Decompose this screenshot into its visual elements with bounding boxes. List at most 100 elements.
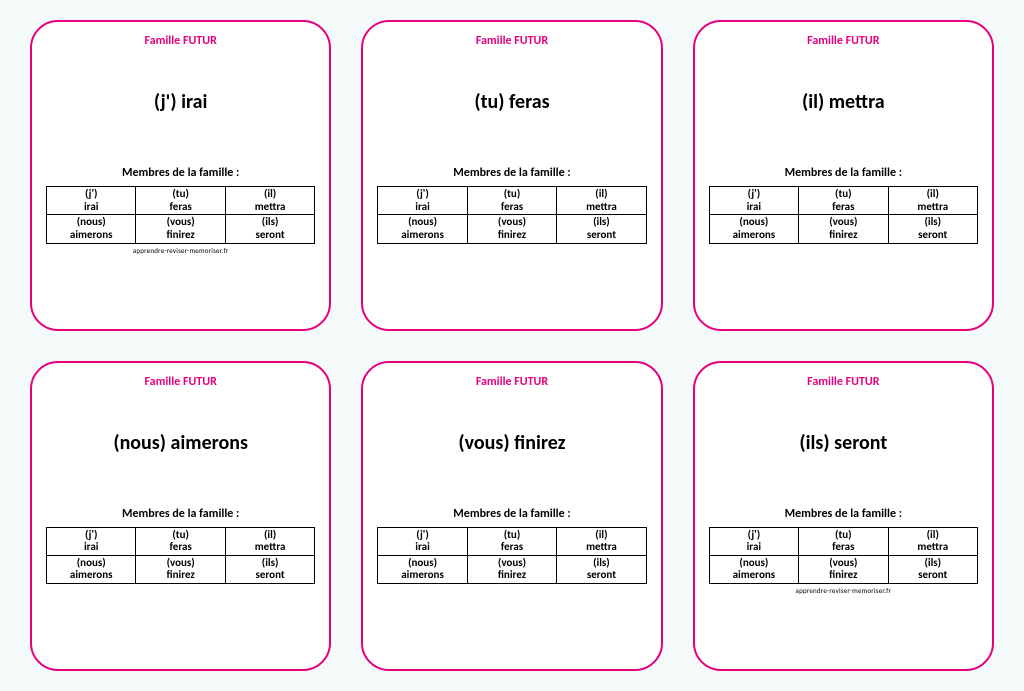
member-verb: aimerons [380,569,464,582]
members-label: Membres de la famille : [785,166,902,180]
card-grid: Famille FUTUR (j') irai Membres de la fami… [30,20,994,671]
member-verb: irai [380,201,464,214]
flash-card: Famille FUTUR(ils) serontMembres de la f… [693,361,994,672]
member-cell: (vous)finirez [467,555,556,583]
member-pronoun: (tu) [470,188,554,201]
member-verb: seront [559,229,643,242]
member-pronoun: (il) [228,188,312,201]
member-pronoun: (j') [49,188,133,201]
card-family-title: Famille FUTUR [144,375,216,389]
card-family-title: Famille FUTUR [807,375,879,389]
flash-card: Famille FUTUR(nous) aimeronsMembres de l… [30,361,331,672]
members-label: Membres de la famille : [453,166,570,180]
card-family-title: Famille FUTUR [476,34,548,48]
member-cell: (j')irai [378,527,467,555]
member-verb: feras [470,201,554,214]
member-verb: seront [559,569,643,582]
member-pronoun: (j') [380,188,464,201]
member-verb: mettra [228,201,312,214]
member-verb: irai [49,541,133,554]
member-verb: irai [49,201,133,214]
member-verb: seront [891,229,975,242]
member-cell: (ils)seront [225,555,314,583]
table-row: (nous)aimerons(vous)finirez(ils)seront [709,215,977,243]
members-table: (j')irai(tu)feras(il)mettra(nous)aimeron… [709,527,978,585]
card-main-word: (tu) feras [474,90,549,114]
member-cell: (il)mettra [225,187,314,215]
members-label: Membres de la famille : [122,507,239,521]
member-verb: mettra [559,201,643,214]
member-verb: mettra [228,541,312,554]
member-cell: (ils)seront [888,555,977,583]
member-cell: (tu)feras [467,187,556,215]
card-main-word: (il) mettra [802,90,885,114]
member-cell: (vous)finirez [136,555,225,583]
member-pronoun: (tu) [801,188,885,201]
member-cell: (vous)finirez [799,215,888,243]
member-verb: seront [228,229,312,242]
member-cell: (il)mettra [888,187,977,215]
member-verb: feras [138,541,222,554]
member-cell: (ils)seront [557,215,646,243]
members-label: Membres de la famille : [122,166,239,180]
table-row: (nous)aimerons(vous)finirez(ils)seront [47,215,315,243]
member-cell: (nous)aimerons [709,215,798,243]
table-row: (j')irai(tu)feras(il)mettra [47,187,315,215]
card-family-title: Famille FUTUR [144,34,216,48]
card-family-title: Famille FUTUR [807,34,879,48]
table-row: (j')irai(tu)feras(il)mettra [709,187,977,215]
member-verb: feras [801,541,885,554]
card-family-title: Famille FUTUR [476,375,548,389]
member-verb: finirez [470,569,554,582]
member-cell: (vous)finirez [136,215,225,243]
member-verb: irai [712,541,796,554]
member-verb: finirez [801,229,885,242]
member-verb: finirez [138,229,222,242]
member-cell: (nous)aimerons [378,555,467,583]
flash-card: Famille FUTUR (j') irai Membres de la fami… [30,20,331,331]
member-cell: (vous)finirez [467,215,556,243]
table-row: (nous)aimerons(vous)finirez(ils)seront [709,555,977,583]
table-row: (nous)aimerons(vous)finirez(ils)seront [378,215,646,243]
flash-card: Famille FUTUR(vous) finirezMembres de la… [361,361,662,672]
table-row: (j')irai(tu)feras(il)mettra [378,527,646,555]
member-cell: (vous)finirez [799,555,888,583]
member-verb: mettra [559,541,643,554]
member-cell: (tu)feras [799,187,888,215]
member-verb: aimerons [712,569,796,582]
member-verb: mettra [891,541,975,554]
card-main-word: (j') irai [154,90,208,114]
member-verb: irai [380,541,464,554]
member-cell: (tu)feras [136,187,225,215]
member-cell: (ils)seront [557,555,646,583]
members-table: (j')irai(tu)feras(il)mettra(nous)aimeron… [46,527,315,585]
member-verb: seront [891,569,975,582]
member-verb: irai [712,201,796,214]
member-verb: aimerons [380,229,464,242]
member-cell: (j')irai [47,187,136,215]
table-row: (j')irai(tu)feras(il)mettra [378,187,646,215]
flash-card: Famille FUTUR (il) mettra Membres de la fa… [693,20,994,331]
card-main-word: (vous) finirez [458,431,565,455]
member-verb: finirez [470,229,554,242]
member-cell: (il)mettra [225,527,314,555]
table-row: (j')irai(tu)feras(il)mettra [709,527,977,555]
table-row: (nous)aimerons(vous)finirez(ils)seront [47,555,315,583]
member-cell: (nous)aimerons [47,215,136,243]
member-cell: (j')irai [709,527,798,555]
members-table: (j')irai(tu)feras(il)mettra(nous)aimeron… [377,527,646,585]
member-verb: aimerons [49,569,133,582]
members-table: (j')irai(tu)feras(il)mettra(nous)aimeron… [377,186,646,244]
member-cell: (tu)feras [799,527,888,555]
table-row: (nous)aimerons(vous)finirez(ils)seront [378,555,646,583]
member-pronoun: (j') [712,188,796,201]
members-table: (j')irai(tu)feras(il)mettra(nous)aimeron… [46,186,315,244]
member-pronoun: (il) [891,188,975,201]
table-row: (j')irai(tu)feras(il)mettra [47,527,315,555]
member-cell: (il)mettra [557,187,646,215]
member-cell: (j')irai [47,527,136,555]
member-cell: (nous)aimerons [378,215,467,243]
member-cell: (il)mettra [888,527,977,555]
card-main-word: (ils) seront [799,431,887,455]
member-cell: (nous)aimerons [47,555,136,583]
